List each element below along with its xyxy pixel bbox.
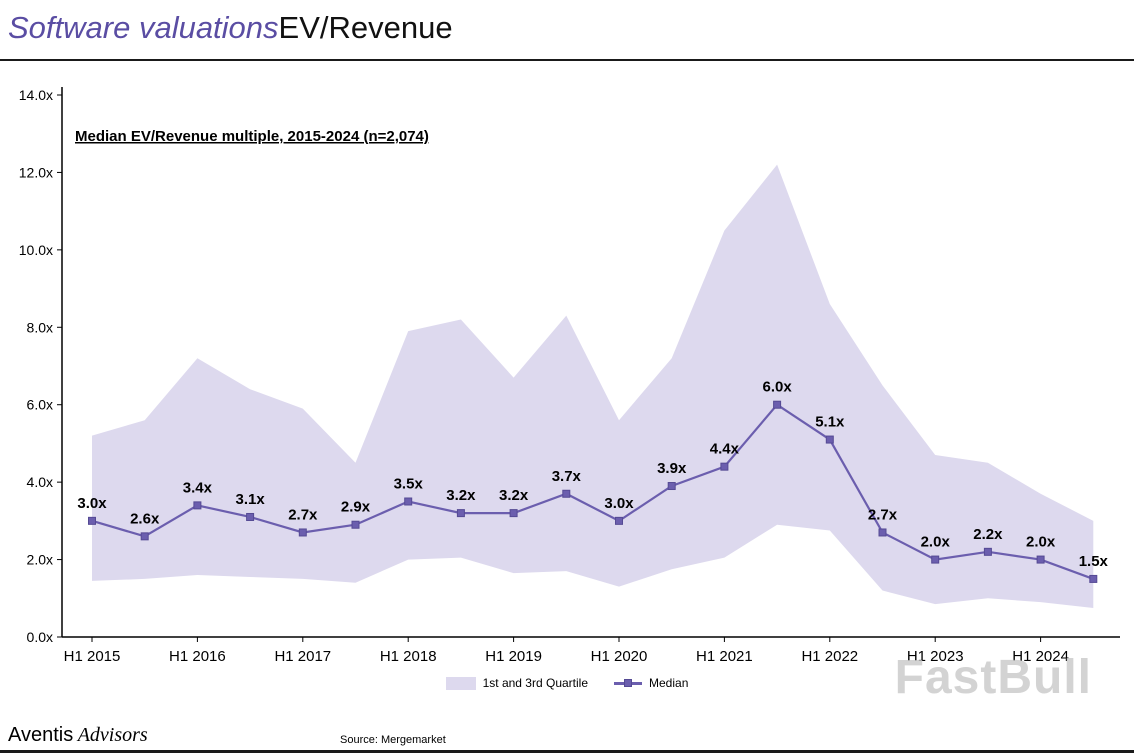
data-label: 2.6x — [130, 510, 160, 527]
data-label: 3.7x — [552, 468, 582, 485]
median-marker — [931, 555, 940, 564]
brand-name-sans: Aventis — [8, 724, 74, 746]
watermark: FastBull — [894, 651, 1092, 704]
median-line-swatch — [614, 678, 643, 688]
median-marker — [298, 528, 307, 537]
legend-item-quartile: 1st and 3rd Quartile — [445, 676, 589, 690]
page-title-main: EV/Revenue — [278, 10, 453, 45]
x-tick-label: H1 2023 — [907, 648, 964, 665]
x-tick-label: H1 2020 — [591, 648, 648, 665]
x-tick-label: H1 2017 — [274, 648, 331, 665]
data-label: 3.2x — [499, 487, 529, 504]
legend-item-median: Median — [614, 676, 688, 690]
header-divider — [0, 59, 1134, 61]
chart-subtitle: Median EV/Revenue multiple, 2015-2024 (n… — [75, 128, 429, 145]
quartile-band-swatch — [445, 676, 476, 690]
y-tick-label: 6.0x — [27, 397, 53, 413]
median-marker — [773, 400, 782, 409]
data-label: 6.0x — [762, 379, 792, 396]
median-marker — [825, 435, 834, 444]
legend-median-label: Median — [649, 676, 689, 690]
x-tick-label: H1 2019 — [485, 648, 542, 665]
x-tick-label: H1 2016 — [169, 648, 226, 665]
brand-logo: Aventis Advisors — [8, 724, 148, 747]
legend-quartile-label: 1st and 3rd Quartile — [482, 676, 589, 690]
median-marker — [667, 482, 676, 491]
median-marker — [509, 509, 518, 518]
x-tick-label: H1 2018 — [380, 648, 437, 665]
median-marker — [246, 512, 255, 521]
x-tick-label: H1 2021 — [696, 648, 753, 665]
footer-divider — [0, 750, 1134, 753]
data-label: 3.2x — [446, 487, 476, 504]
median-marker — [1089, 574, 1098, 583]
data-label: 2.7x — [288, 506, 318, 523]
median-marker — [88, 516, 96, 525]
median-marker — [983, 547, 992, 556]
median-marker — [878, 528, 887, 537]
quartile-band-area — [92, 164, 1094, 608]
page-title: Software valuationsEV/Revenue — [8, 10, 453, 46]
data-label: 2.9x — [341, 499, 371, 516]
x-tick-label: H1 2024 — [1012, 648, 1069, 665]
chart-legend: 1st and 3rd Quartile Median — [0, 676, 1134, 690]
median-marker — [720, 462, 729, 471]
median-marker — [351, 520, 360, 529]
median-marker — [140, 532, 149, 541]
median-marker — [1036, 555, 1045, 564]
y-tick-label: 4.0x — [27, 474, 53, 490]
data-label: 3.4x — [183, 479, 213, 496]
page-title-accent: Software valuations — [8, 10, 279, 45]
brand-name-serif: Advisors — [77, 724, 148, 746]
median-marker — [193, 501, 202, 510]
data-label: 4.4x — [710, 441, 740, 458]
data-label: 5.1x — [815, 414, 845, 431]
data-label: 2.2x — [973, 526, 1003, 543]
y-tick-label: 0.0x — [27, 629, 53, 645]
data-label: 3.5x — [394, 476, 424, 493]
data-label: 3.1x — [235, 491, 265, 508]
y-tick-label: 10.0x — [19, 242, 53, 258]
y-tick-label: 12.0x — [19, 164, 53, 180]
median-marker — [562, 489, 571, 498]
data-label: 3.0x — [604, 495, 634, 512]
x-tick-label: H1 2022 — [801, 648, 858, 665]
source-note: Source: Mergemarket — [340, 734, 446, 746]
y-tick-label: 14.0x — [19, 87, 53, 103]
data-label: 3.9x — [657, 460, 687, 477]
median-marker — [456, 509, 465, 518]
data-label: 2.0x — [1026, 534, 1056, 551]
y-tick-label: 2.0x — [27, 552, 53, 568]
data-label: 1.5x — [1079, 553, 1109, 570]
median-marker — [404, 497, 413, 506]
median-line — [91, 403, 1094, 580]
y-tick-label: 8.0x — [27, 319, 53, 335]
data-label: 2.0x — [921, 534, 951, 551]
data-label: 3.0x — [77, 495, 107, 512]
x-tick-label: H1 2015 — [64, 648, 121, 665]
data-label: 2.7x — [868, 506, 898, 523]
median-marker — [615, 516, 623, 525]
